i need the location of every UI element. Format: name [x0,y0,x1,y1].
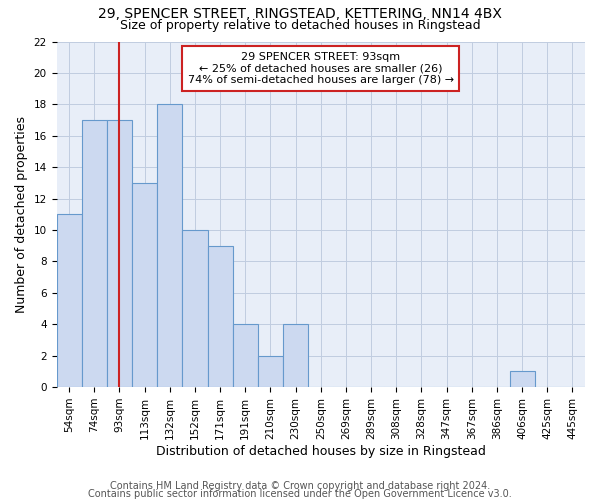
X-axis label: Distribution of detached houses by size in Ringstead: Distribution of detached houses by size … [156,444,486,458]
Bar [208,246,233,387]
Bar [82,120,107,387]
Text: 29 SPENCER STREET: 93sqm
← 25% of detached houses are smaller (26)
74% of semi-d: 29 SPENCER STREET: 93sqm ← 25% of detach… [188,52,454,85]
Bar [56,214,82,387]
Text: Size of property relative to detached houses in Ringstead: Size of property relative to detached ho… [119,18,481,32]
Y-axis label: Number of detached properties: Number of detached properties [15,116,28,313]
Bar [182,230,208,387]
Bar [233,324,258,387]
Bar [258,356,283,387]
Text: Contains public sector information licensed under the Open Government Licence v3: Contains public sector information licen… [88,489,512,499]
Text: Contains HM Land Registry data © Crown copyright and database right 2024.: Contains HM Land Registry data © Crown c… [110,481,490,491]
Bar [107,120,132,387]
Bar [283,324,308,387]
Bar [157,104,182,387]
Bar [132,183,157,387]
Bar [509,372,535,387]
Text: 29, SPENCER STREET, RINGSTEAD, KETTERING, NN14 4BX: 29, SPENCER STREET, RINGSTEAD, KETTERING… [98,8,502,22]
